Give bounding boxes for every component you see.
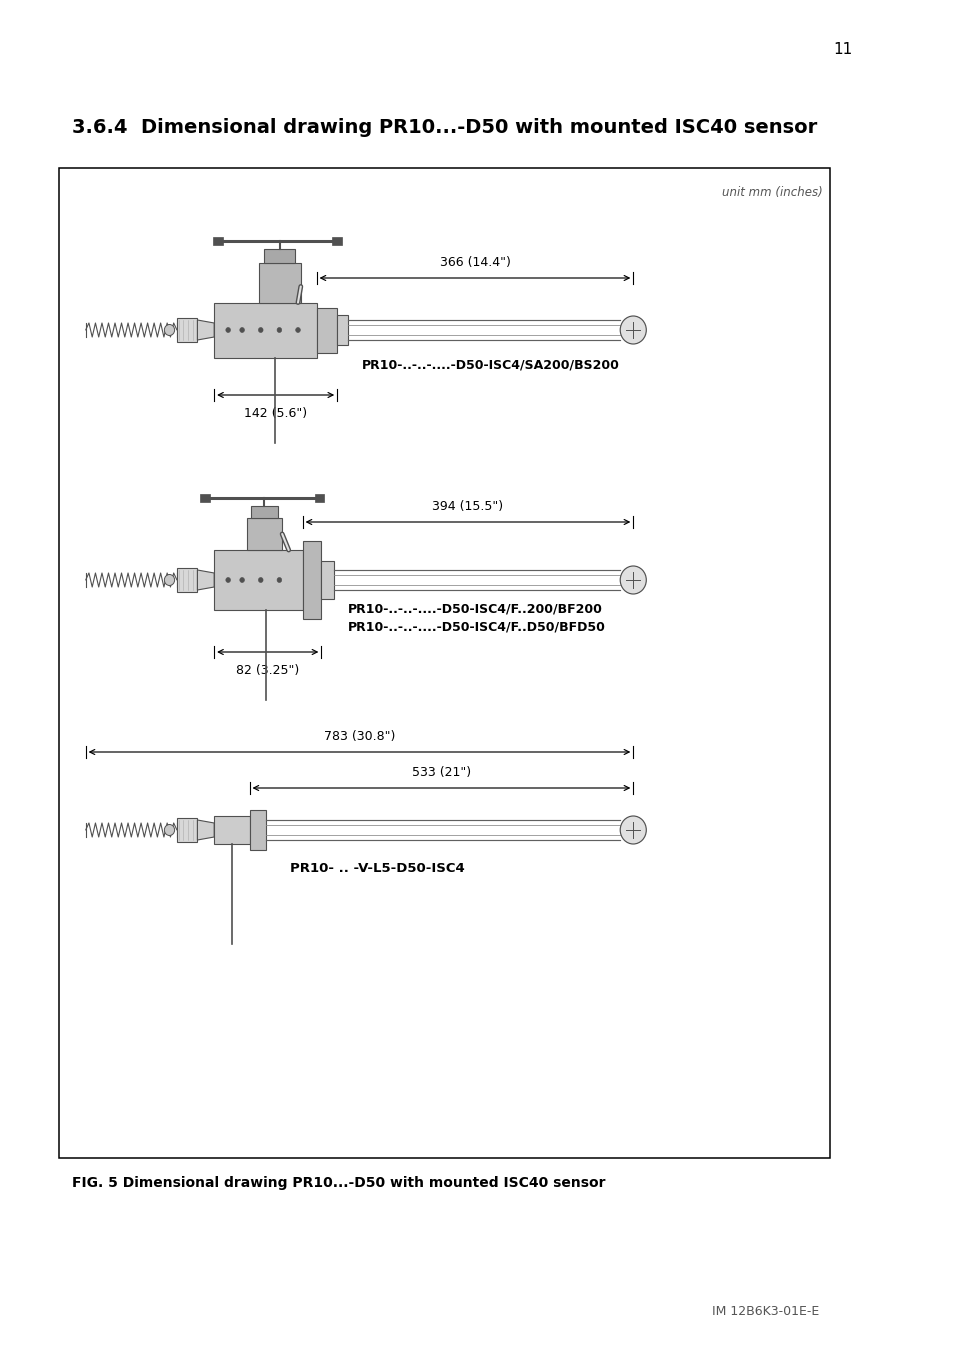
Text: PR10-..-..-....-D50-ISC4/F..D50/BFD50: PR10-..-..-....-D50-ISC4/F..D50/BFD50 — [348, 620, 605, 634]
Polygon shape — [197, 821, 214, 839]
Bar — [314, 494, 324, 502]
Circle shape — [295, 328, 300, 333]
Text: 3.6.4  Dimensional drawing PR10...-D50 with mounted ISC40 sensor: 3.6.4 Dimensional drawing PR10...-D50 wi… — [71, 118, 816, 137]
Circle shape — [619, 315, 645, 344]
Circle shape — [619, 566, 645, 594]
Text: 533 (21"): 533 (21") — [412, 766, 471, 779]
Text: 783 (30.8"): 783 (30.8") — [323, 730, 395, 743]
Text: FIG. 5 Dimensional drawing PR10...-D50 with mounted ISC40 sensor: FIG. 5 Dimensional drawing PR10...-D50 w… — [71, 1177, 604, 1190]
Bar — [214, 816, 250, 844]
Text: 142 (5.6"): 142 (5.6") — [244, 408, 307, 420]
Bar — [200, 494, 210, 502]
Bar — [58, 168, 829, 1158]
Circle shape — [258, 328, 263, 333]
Bar — [264, 249, 294, 263]
Circle shape — [276, 578, 281, 582]
Circle shape — [164, 574, 174, 585]
Text: unit mm (inches): unit mm (inches) — [720, 185, 821, 199]
Text: 366 (14.4"): 366 (14.4") — [439, 256, 510, 269]
Circle shape — [164, 825, 174, 835]
Text: PR10-..-..-....-D50-ISC4/SA200/BS200: PR10-..-..-....-D50-ISC4/SA200/BS200 — [362, 357, 619, 371]
Bar — [214, 550, 302, 611]
Bar — [250, 810, 266, 850]
Bar — [302, 542, 321, 619]
Bar — [321, 561, 334, 598]
Bar — [214, 302, 316, 357]
Circle shape — [239, 578, 244, 582]
Bar — [258, 263, 300, 302]
Bar — [176, 818, 197, 842]
Bar — [332, 237, 341, 245]
Text: 82 (3.25"): 82 (3.25") — [235, 663, 299, 677]
Bar — [213, 237, 222, 245]
Text: 394 (15.5"): 394 (15.5") — [432, 500, 503, 513]
Circle shape — [276, 328, 281, 333]
Text: PR10-..-..-....-D50-ISC4/F..200/BF200: PR10-..-..-....-D50-ISC4/F..200/BF200 — [348, 603, 602, 615]
Bar — [336, 315, 348, 345]
Circle shape — [239, 328, 244, 333]
Bar — [252, 506, 277, 519]
Polygon shape — [197, 570, 214, 590]
Circle shape — [619, 816, 645, 844]
Bar — [316, 307, 336, 352]
Circle shape — [226, 578, 231, 582]
Text: 11: 11 — [832, 42, 852, 57]
Text: IM 12B6K3-01E-E: IM 12B6K3-01E-E — [712, 1305, 819, 1317]
Circle shape — [258, 578, 263, 582]
Polygon shape — [197, 320, 214, 340]
Text: PR10- .. -V-L5-D50-ISC4: PR10- .. -V-L5-D50-ISC4 — [290, 862, 464, 875]
Circle shape — [164, 325, 174, 336]
Bar — [176, 567, 197, 592]
Circle shape — [226, 328, 231, 333]
Bar — [247, 519, 282, 550]
Bar — [176, 318, 197, 343]
